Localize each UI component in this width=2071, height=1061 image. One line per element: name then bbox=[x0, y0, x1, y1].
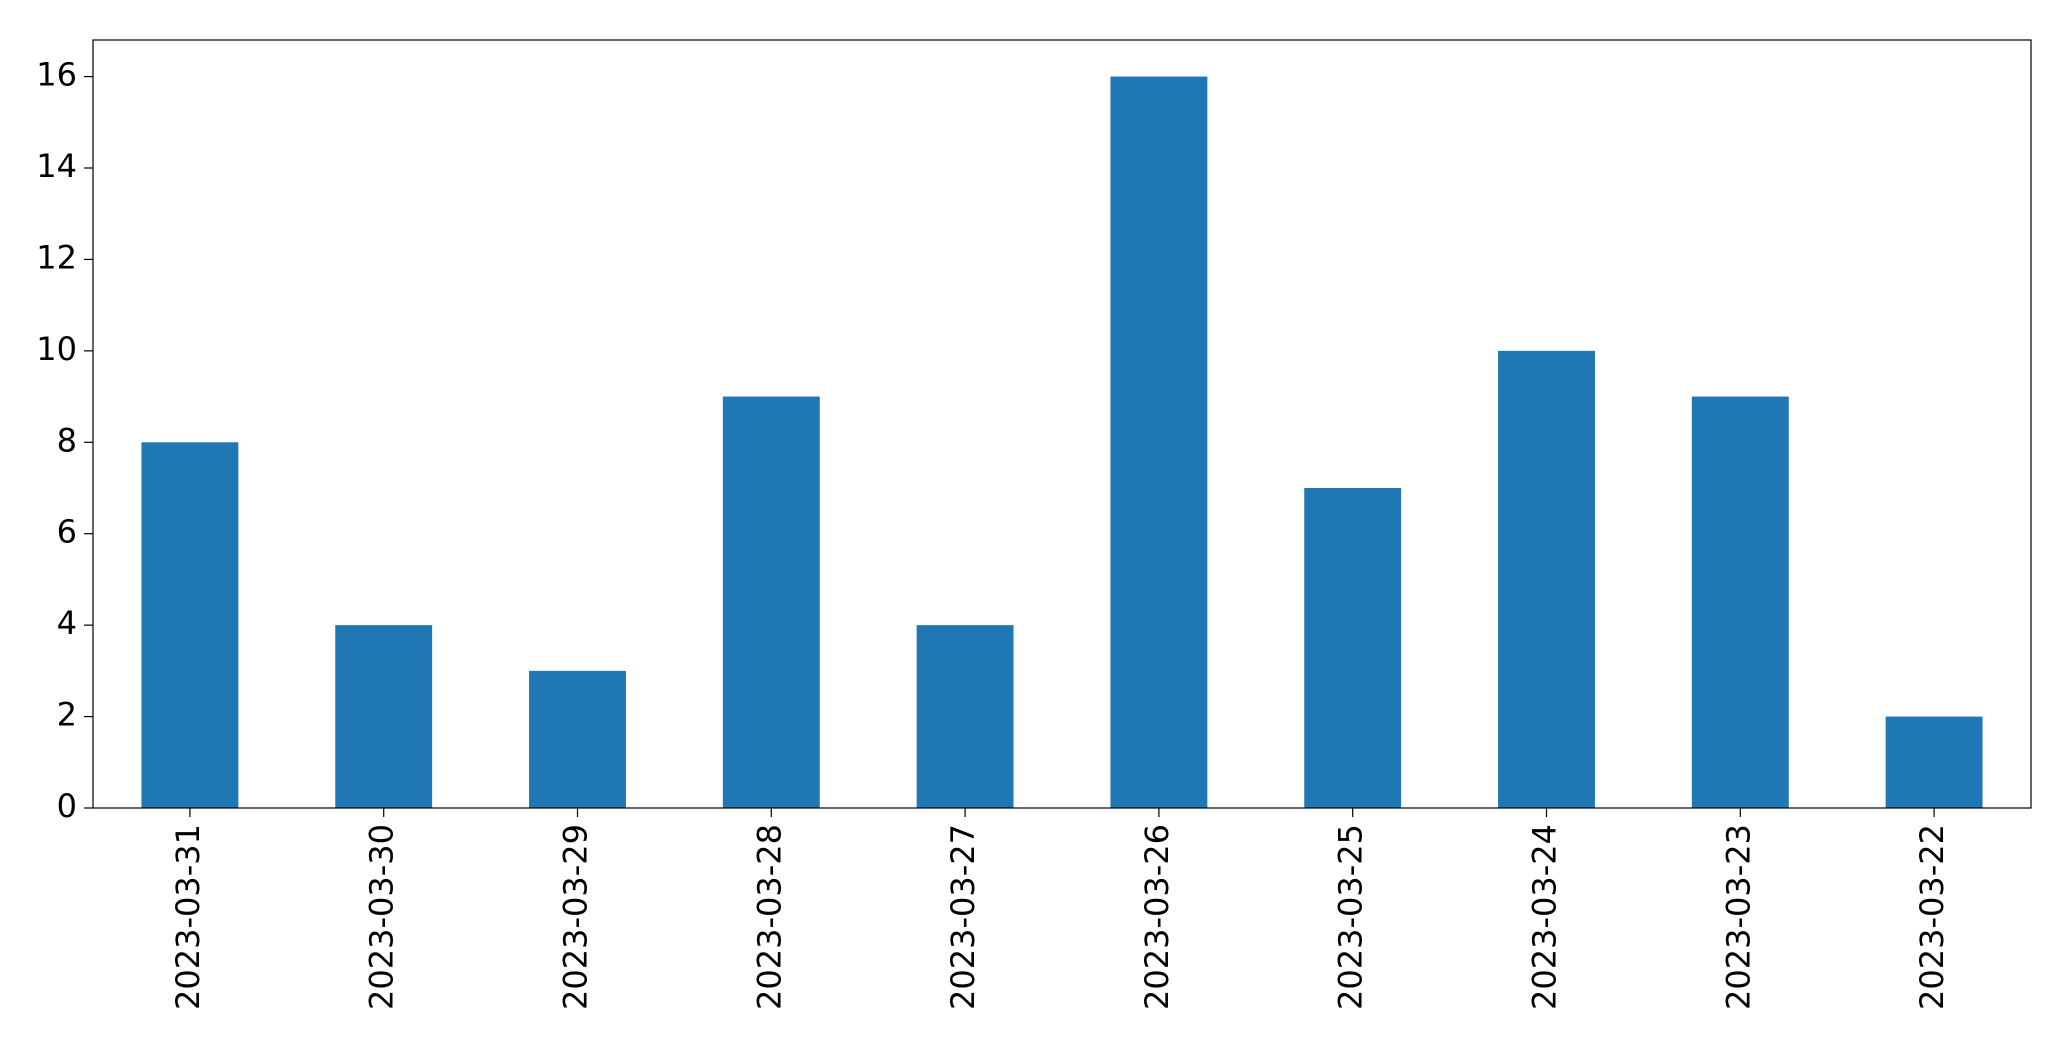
bar bbox=[1498, 350, 1595, 808]
bar bbox=[722, 396, 820, 808]
y-tick-label: 0 bbox=[57, 787, 77, 825]
bar bbox=[1885, 716, 1983, 808]
bar bbox=[916, 625, 1014, 808]
plot-frame bbox=[92, 39, 2032, 809]
y-tick-label: 12 bbox=[36, 238, 77, 276]
x-tick-label: 2023-03-29 bbox=[557, 824, 595, 1010]
bar bbox=[141, 442, 239, 808]
y-tick-label: 6 bbox=[57, 513, 77, 551]
x-tick-label: 2023-03-23 bbox=[1719, 824, 1757, 1010]
y-tick-label: 8 bbox=[57, 421, 77, 459]
y-tick-label: 2 bbox=[57, 696, 77, 734]
x-tick-label: 2023-03-24 bbox=[1526, 824, 1564, 1010]
bar bbox=[335, 625, 433, 808]
x-tick-label: 2023-03-27 bbox=[944, 824, 982, 1010]
x-tick-label: 2023-03-31 bbox=[169, 824, 207, 1010]
bar bbox=[529, 670, 626, 808]
y-tick-label: 16 bbox=[36, 56, 77, 94]
x-tick-label: 2023-03-26 bbox=[1138, 824, 1176, 1010]
bar bbox=[1304, 488, 1402, 808]
bar bbox=[1691, 396, 1789, 808]
x-tick-label: 2023-03-30 bbox=[363, 824, 401, 1010]
bar bbox=[1110, 76, 1208, 809]
y-tick-label: 10 bbox=[36, 330, 77, 368]
y-tick-label: 4 bbox=[57, 604, 77, 642]
y-tick-label: 14 bbox=[36, 147, 77, 185]
x-tick-label: 2023-03-28 bbox=[750, 824, 788, 1010]
x-tick-label: 2023-03-25 bbox=[1332, 824, 1370, 1010]
x-tick-label: 2023-03-22 bbox=[1913, 824, 1951, 1010]
